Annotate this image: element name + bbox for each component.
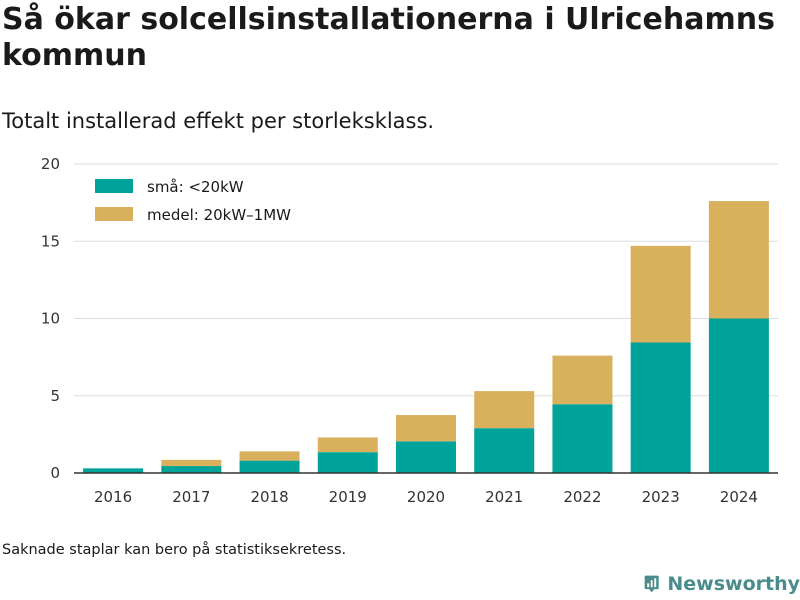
x-tick-label-2018: 2018 (250, 488, 288, 506)
brand-logo: Newsworthy (644, 568, 800, 600)
bar-small-2020 (396, 441, 456, 473)
chart-title: Så ökar solcellsinstallationerna i Ulric… (2, 2, 775, 73)
y-tick-label-10: 10 (41, 310, 60, 328)
bar-medium-2022 (552, 355, 613, 405)
bar-medium-2024 (708, 201, 769, 319)
legend-swatch-medium (95, 207, 133, 221)
bar-small-2021 (474, 428, 535, 473)
bar-medium-2021 (474, 391, 535, 429)
y-tick-label-0: 0 (50, 464, 60, 482)
y-tick-label-20: 20 (41, 155, 60, 173)
bar-medium-2020 (396, 415, 456, 442)
y-tick-label-5: 5 (50, 387, 60, 405)
x-tick-label-2020: 2020 (407, 488, 445, 506)
bar-medium-2018 (239, 451, 300, 461)
bar-small-2019 (317, 452, 378, 473)
bar-medium-2017 (161, 459, 222, 467)
bar-small-2016 (83, 468, 144, 473)
bar-small-2023 (630, 342, 691, 473)
x-tick-label-2017: 2017 (172, 488, 210, 506)
bar-small-2018 (239, 460, 300, 473)
legend-label-medium: medel: 20kW–1MW (147, 206, 291, 224)
bar-chart-logo-icon (644, 575, 659, 593)
bar-small-2022 (552, 404, 613, 473)
x-tick-label-2023: 2023 (642, 488, 680, 506)
bar-small-2017 (161, 466, 222, 473)
footnote: Saknade staplar kan bero på statistiksek… (2, 542, 347, 558)
chart-subtitle: Totalt installerad effekt per storlekskl… (2, 109, 435, 133)
x-tick-label-2016: 2016 (94, 488, 132, 506)
x-tick-label-2019: 2019 (329, 488, 367, 506)
x-tick-label-2022: 2022 (563, 488, 601, 506)
x-tick-label-2021: 2021 (485, 488, 523, 506)
brand-name: Newsworthy (667, 573, 800, 595)
x-tick-label-2024: 2024 (720, 488, 758, 506)
bar-medium-2023 (630, 245, 691, 343)
y-tick-label-15: 15 (41, 232, 60, 250)
legend-label-small: små: <20kW (147, 178, 244, 196)
bar-small-2024 (708, 318, 769, 473)
legend-swatch-small (95, 179, 133, 193)
bar-medium-2019 (317, 437, 378, 453)
